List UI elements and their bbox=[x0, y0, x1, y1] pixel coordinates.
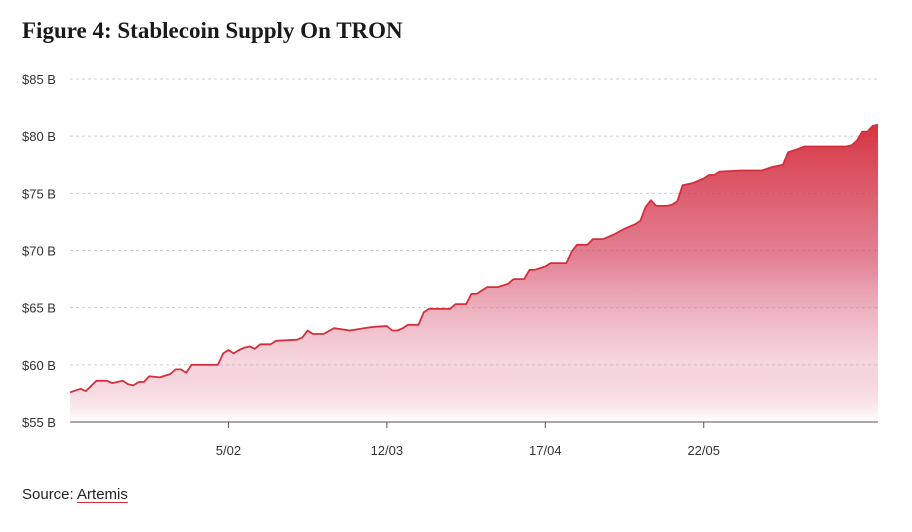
x-tick-label: 5/02 bbox=[216, 443, 241, 458]
x-tick-label: 22/05 bbox=[687, 443, 720, 458]
y-tick-label: $70 B bbox=[22, 244, 56, 259]
supply-area-fill bbox=[70, 124, 878, 422]
x-axis-ticks: 5/02 12/03 17/04 22/05 bbox=[216, 422, 720, 458]
x-tick-label: 12/03 bbox=[371, 443, 404, 458]
supply-line bbox=[69, 123, 879, 394]
x-tick-label: 17/04 bbox=[529, 443, 562, 458]
y-tick-label: $60 B bbox=[22, 358, 56, 373]
source-link[interactable]: Artemis bbox=[77, 486, 128, 503]
chart-title: Figure 4: Stablecoin Supply On TRON bbox=[22, 18, 403, 43]
stablecoin-supply-chart: $55 B $60 B $65 B $70 B $75 B $80 B $85 B 5/02… bbox=[22, 72, 879, 458]
y-axis-ticks: $55 B $60 B $65 B $70 B $75 B $80 B $85 B bbox=[22, 72, 56, 430]
source-note: Source: Artemis bbox=[22, 486, 128, 503]
y-tick-label: $65 B bbox=[22, 301, 56, 316]
y-tick-label: $55 B bbox=[22, 415, 56, 430]
source-prefix: Source: bbox=[22, 486, 78, 503]
y-tick-label: $80 B bbox=[22, 129, 56, 144]
y-tick-label: $85 B bbox=[22, 72, 56, 87]
y-tick-label: $75 B bbox=[22, 186, 56, 201]
